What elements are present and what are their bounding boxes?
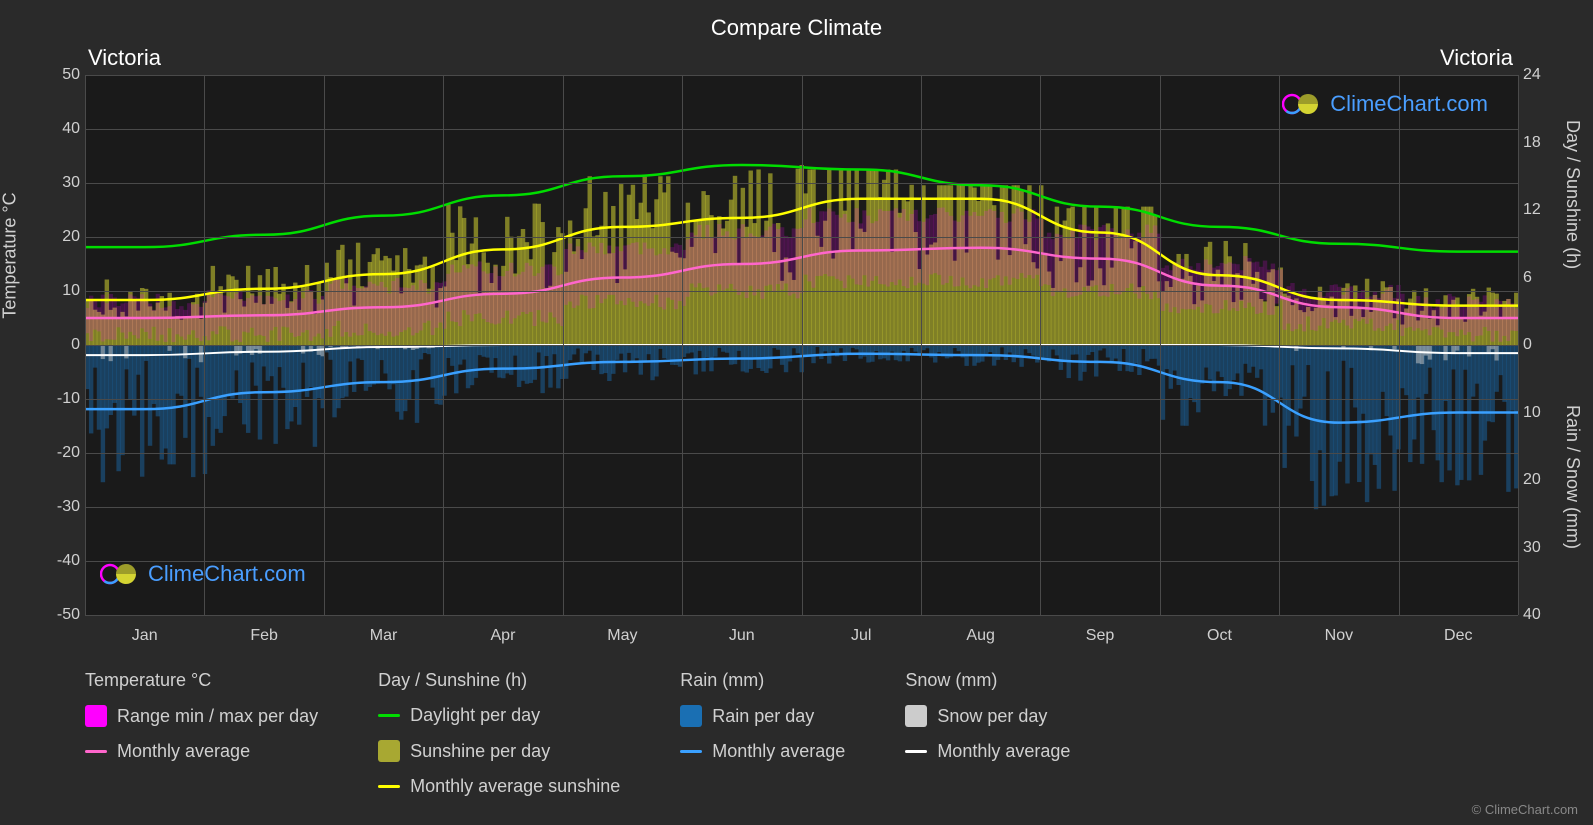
legend-item: Snow per day <box>905 705 1070 727</box>
xtick-month: Sep <box>1086 627 1114 645</box>
logo-icon <box>1282 90 1322 118</box>
ytick-right-bottom: 10 <box>1523 404 1553 422</box>
ytick-left: 0 <box>45 336 80 354</box>
ytick-right-bottom: 40 <box>1523 606 1553 624</box>
legend-column-temp: Temperature °C Range min / max per day Mon… <box>85 670 318 797</box>
legend-swatch <box>680 750 702 753</box>
grid-line-v <box>563 75 564 615</box>
xtick-month: Mar <box>370 627 398 645</box>
grid-line-v <box>1279 75 1280 615</box>
legend-label: Sunshine per day <box>410 741 550 762</box>
legend-swatch <box>378 785 400 788</box>
ytick-left: 50 <box>45 66 80 84</box>
legend-item: Daylight per day <box>378 705 620 726</box>
legend-label: Monthly average <box>117 741 250 762</box>
grid-line-v <box>1160 75 1161 615</box>
legend-label: Range min / max per day <box>117 706 318 727</box>
ytick-left: -40 <box>45 552 80 570</box>
ytick-left: 30 <box>45 174 80 192</box>
legend-label: Daylight per day <box>410 705 540 726</box>
legend-column-snow: Snow (mm) Snow per day Monthly average <box>905 670 1070 797</box>
ytick-left: -20 <box>45 444 80 462</box>
y-axis-left-label: Temperature °C <box>0 156 21 356</box>
legend-swatch <box>905 705 927 727</box>
ytick-left: -50 <box>45 606 80 624</box>
legend-label: Monthly average <box>937 741 1070 762</box>
logo-icon <box>100 560 140 588</box>
legend-item: Rain per day <box>680 705 845 727</box>
legend-label: Rain per day <box>712 706 814 727</box>
legend-item: Monthly average sunshine <box>378 776 620 797</box>
grid-line-v <box>85 75 86 615</box>
page-title: Compare Climate <box>0 0 1593 41</box>
legend-item: Monthly average <box>905 741 1070 762</box>
legend-swatch <box>85 705 107 727</box>
legend-header: Day / Sunshine (h) <box>378 670 620 691</box>
legend-item: Monthly average <box>680 741 845 762</box>
grid-line-v <box>324 75 325 615</box>
ytick-right-top: 24 <box>1523 66 1553 84</box>
xtick-month: Dec <box>1444 627 1472 645</box>
xtick-month: Nov <box>1325 627 1353 645</box>
legend-label: Monthly average sunshine <box>410 776 620 797</box>
ytick-left: -30 <box>45 498 80 516</box>
ytick-right-top: 6 <box>1523 269 1553 287</box>
legend-item: Monthly average <box>85 741 318 762</box>
legend-header: Rain (mm) <box>680 670 845 691</box>
ytick-left: 40 <box>45 120 80 138</box>
grid-line-h <box>85 615 1518 616</box>
legend-swatch <box>378 740 400 762</box>
grid-line-v <box>802 75 803 615</box>
brand-text: ClimeChart.com <box>148 561 306 587</box>
xtick-month: Jun <box>729 627 755 645</box>
legend-swatch <box>378 714 400 717</box>
xtick-month: Jan <box>132 627 158 645</box>
grid-line-v <box>1518 75 1519 615</box>
y-axis-right-top-label: Day / Sunshine (h) <box>1563 120 1583 269</box>
grid-line-v <box>1040 75 1041 615</box>
legend-swatch <box>680 705 702 727</box>
ytick-left: 10 <box>45 282 80 300</box>
ytick-right-top: 0 <box>1523 336 1553 354</box>
legend-column-daysun: Day / Sunshine (h) Daylight per day Sunshi… <box>378 670 620 797</box>
city-label-left: Victoria <box>88 45 161 71</box>
legend-item: Sunshine per day <box>378 740 620 762</box>
legend: Temperature °C Range min / max per day Mon… <box>85 670 1543 797</box>
xtick-month: Aug <box>966 627 994 645</box>
ytick-right-top: 18 <box>1523 134 1553 152</box>
grid-line-v <box>1399 75 1400 615</box>
grid-line-v <box>443 75 444 615</box>
copyright: © ClimeChart.com <box>1472 802 1578 817</box>
legend-header: Snow (mm) <box>905 670 1070 691</box>
xtick-month: Apr <box>491 627 516 645</box>
xtick-month: May <box>607 627 637 645</box>
legend-swatch <box>905 750 927 753</box>
ytick-left: -10 <box>45 390 80 408</box>
grid-line-v <box>921 75 922 615</box>
grid-line-v <box>682 75 683 615</box>
xtick-month: Oct <box>1207 627 1232 645</box>
chart-area: 50403020100-10-20-30-40-5024181260102030… <box>85 75 1518 615</box>
legend-column-rain: Rain (mm) Rain per day Monthly average <box>680 670 845 797</box>
grid-line-v <box>204 75 205 615</box>
y-axis-right-bottom-label: Rain / Snow (mm) <box>1563 405 1583 549</box>
brand-text: ClimeChart.com <box>1330 91 1488 117</box>
ytick-right-bottom: 20 <box>1523 471 1553 489</box>
watermark-top: ClimeChart.com <box>1282 90 1488 118</box>
legend-header: Temperature °C <box>85 670 318 691</box>
city-label-right: Victoria <box>1440 45 1513 71</box>
legend-label: Snow per day <box>937 706 1047 727</box>
legend-item: Range min / max per day <box>85 705 318 727</box>
watermark-bottom: ClimeChart.com <box>100 560 306 588</box>
ytick-left: 20 <box>45 228 80 246</box>
ytick-right-top: 12 <box>1523 201 1553 219</box>
legend-label: Monthly average <box>712 741 845 762</box>
legend-swatch <box>85 750 107 753</box>
xtick-month: Jul <box>851 627 871 645</box>
xtick-month: Feb <box>250 627 278 645</box>
ytick-right-bottom: 30 <box>1523 539 1553 557</box>
